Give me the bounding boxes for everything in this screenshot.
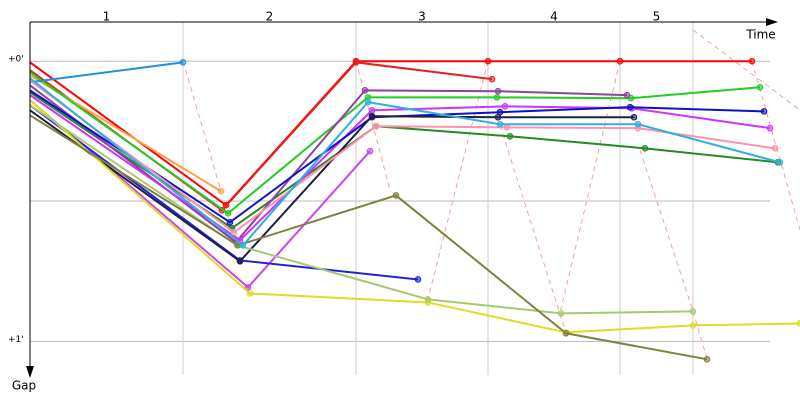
point: [557, 310, 565, 317]
point: [796, 320, 800, 327]
point: [562, 329, 570, 337]
point: [366, 147, 374, 155]
y-tick-label: +1': [8, 335, 24, 345]
point: [230, 229, 238, 236]
point: [372, 122, 380, 130]
point: [239, 241, 247, 249]
series-line: [29, 77, 781, 247]
point: [756, 83, 764, 91]
point: [414, 276, 422, 283]
series-line: [29, 99, 800, 334]
point: [392, 192, 400, 199]
point: [506, 133, 514, 140]
y-axis-label: Gap: [12, 379, 36, 393]
point: [494, 87, 502, 95]
point: [368, 106, 376, 114]
point: [689, 308, 697, 315]
point: [689, 322, 697, 329]
point: [236, 257, 244, 265]
point: [766, 124, 774, 132]
point: [179, 59, 187, 66]
lap-label: 4: [550, 10, 558, 24]
point: [776, 159, 784, 166]
y-arrow: [26, 366, 34, 378]
point: [641, 145, 649, 152]
series-line: [29, 79, 776, 234]
lap-label: 5: [653, 10, 661, 24]
point: [503, 124, 511, 131]
series-line: [29, 109, 634, 263]
point: [361, 87, 369, 94]
point: [226, 219, 234, 226]
series-line: [29, 60, 752, 207]
lap-label: 3: [418, 10, 426, 24]
point: [616, 57, 624, 65]
point: [424, 296, 432, 303]
point: [626, 103, 634, 111]
series-line: [29, 89, 765, 224]
point: [760, 108, 768, 115]
point: [501, 103, 509, 110]
series-line: [29, 61, 184, 84]
point: [244, 284, 252, 291]
point: [703, 356, 711, 363]
series-line: [29, 71, 761, 215]
point: [630, 113, 638, 121]
point: [352, 59, 360, 66]
point: [224, 210, 232, 217]
point: [494, 113, 502, 121]
point: [484, 57, 492, 65]
point: [246, 290, 254, 297]
x-arrow: [766, 18, 778, 26]
point: [634, 120, 642, 128]
point: [217, 187, 225, 195]
lap-label: 1: [103, 10, 111, 24]
point: [493, 94, 501, 101]
point: [748, 57, 756, 65]
point: [771, 145, 779, 152]
y-tick-label: +0': [8, 55, 24, 65]
lap-label: 2: [266, 10, 274, 24]
x-axis-label: Time: [745, 28, 775, 42]
point: [623, 91, 631, 99]
point: [496, 120, 504, 128]
point: [488, 75, 496, 83]
point: [368, 112, 376, 120]
point: [364, 98, 372, 106]
